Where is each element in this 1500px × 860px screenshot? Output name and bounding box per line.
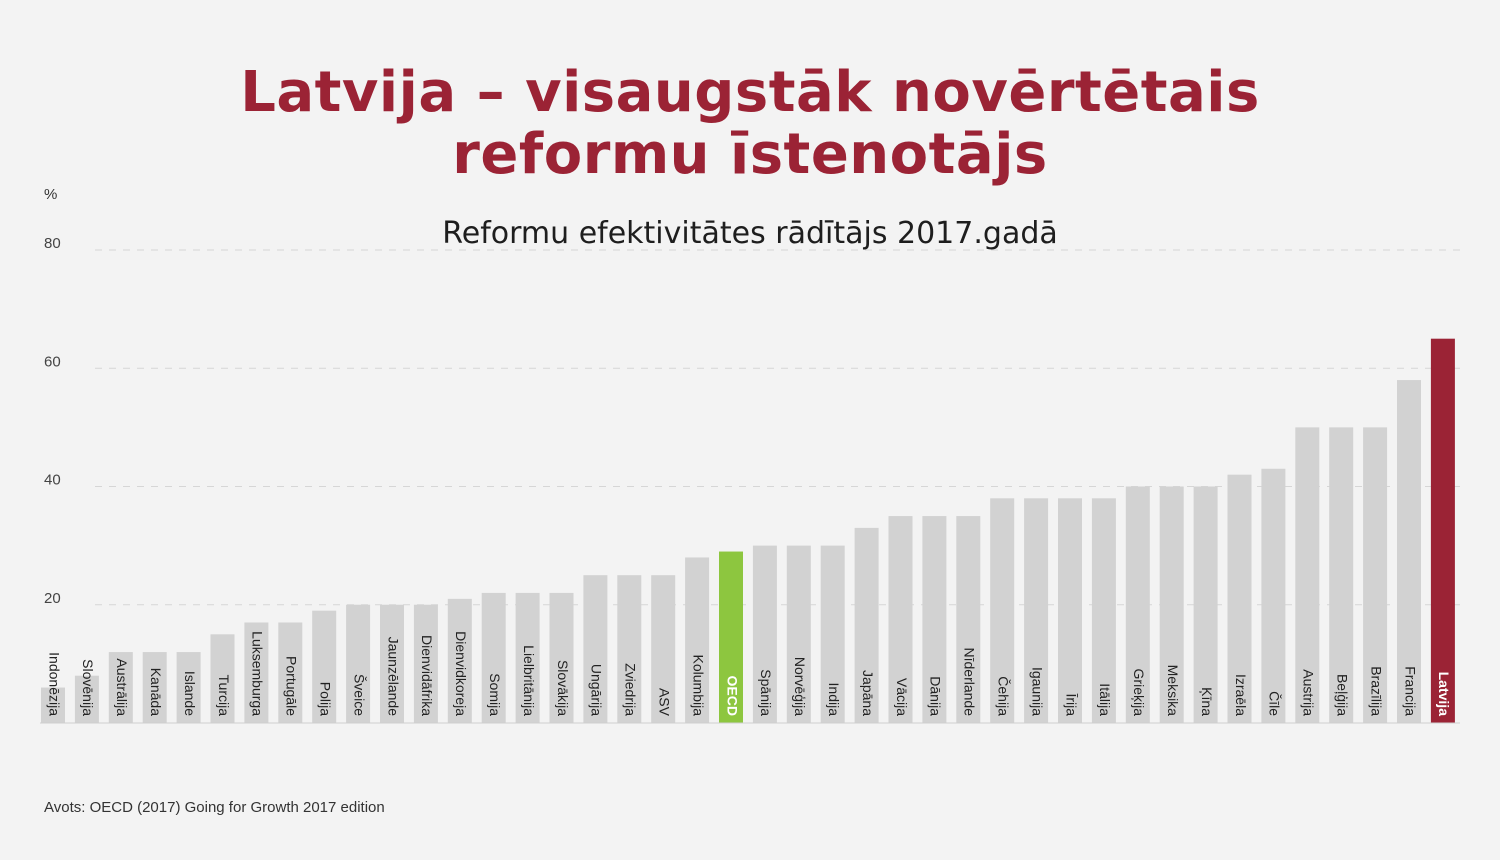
bar-country — [888, 516, 913, 723]
bar-category-label: Norvēģija — [792, 657, 808, 716]
bar-category-label: Japāna — [860, 670, 876, 716]
bar-country — [990, 498, 1015, 723]
bar-country — [74, 675, 99, 723]
bar-category-label: Brazīlija — [1368, 666, 1384, 716]
bar-country — [617, 575, 642, 723]
page-title: Latvija – visaugstāk novērtētais reformu… — [0, 62, 1500, 186]
bar-category-label: OECD — [724, 676, 740, 716]
bar-category-label: Zviedrija — [623, 663, 639, 716]
bar-country — [1329, 427, 1354, 723]
bar-country — [108, 652, 133, 723]
bar-country — [447, 598, 472, 723]
bar-country — [583, 575, 608, 723]
bar-category-label: Dienvidkoreja — [453, 631, 469, 716]
page-title-line-1: Latvija – visaugstāk novērtētais — [240, 60, 1260, 125]
bar-country — [515, 592, 540, 723]
bar-category-label: Indonēzija — [46, 652, 62, 716]
bar-category-label: Spānija — [758, 669, 774, 716]
bar-country — [956, 516, 981, 723]
bar-country — [142, 652, 167, 723]
bar-country — [549, 592, 574, 723]
bar-country — [278, 622, 303, 723]
page-title-line-2: reformu īstenotājs — [452, 122, 1048, 187]
bar-category-label: Slovākija — [555, 660, 571, 716]
bar-country — [1058, 498, 1082, 723]
bar-country — [685, 557, 710, 723]
bar-category-label: Kolumbija — [690, 655, 706, 717]
bar-category-label: Īrija — [1063, 693, 1079, 716]
bar-country — [1024, 498, 1049, 723]
bar-country — [786, 545, 811, 723]
bar-category-label: ASV — [656, 688, 672, 717]
bar-category-label: Indija — [826, 683, 842, 717]
bar-country — [752, 545, 777, 723]
bar-country — [41, 687, 65, 723]
bar-category-label: Islande — [182, 671, 198, 716]
bar-country — [312, 610, 337, 723]
bar-category-label: Ungārija — [589, 664, 605, 716]
bar-category-label: Jaunzēlande — [385, 637, 401, 717]
bar-category-label: Latvija — [1436, 672, 1452, 717]
y-axis-unit-label: % — [44, 186, 58, 203]
bar-country — [1125, 486, 1150, 723]
bar-country — [1261, 468, 1286, 723]
source-note: Avots: OECD (2017) Going for Growth 2017… — [44, 799, 385, 816]
y-tick-label: 60 — [44, 353, 61, 370]
bar-country — [651, 575, 676, 723]
bar-category-label: Izraēla — [1233, 674, 1249, 716]
bar-category-label: Austrija — [1301, 669, 1317, 716]
bar-category-label: Šveice — [351, 674, 367, 716]
bar-country — [820, 545, 845, 723]
bar-category-label: Meksika — [1165, 665, 1181, 717]
bar-country — [176, 652, 201, 723]
bar-category-label: Ķīna — [1199, 687, 1215, 716]
bar-category-label: Igaunija — [1029, 667, 1045, 716]
bar-category-label: Slovēnija — [80, 659, 96, 716]
bar-country — [1295, 427, 1320, 723]
bar-category-label: Čehija — [995, 676, 1011, 716]
bar-category-label: Dienvidāfrika — [419, 635, 435, 716]
bar-country — [1363, 427, 1388, 723]
bar-country — [481, 592, 506, 723]
bar-country — [413, 604, 438, 723]
bar-category-label: Turcija — [216, 675, 232, 717]
bar-country — [210, 634, 235, 723]
bar-category-label: Čīle — [1267, 691, 1283, 716]
bar-category-label: Luksemburga — [250, 631, 266, 716]
bar-category-label: Somija — [487, 673, 503, 716]
bar-category-label: Lielbritānija — [521, 645, 537, 716]
bar-category-label: Kanāda — [148, 668, 164, 716]
bar-country — [1091, 498, 1116, 723]
bar-category-label: Nīderlande — [962, 647, 978, 716]
bar-country — [380, 604, 404, 723]
bar-category-label: Francija — [1402, 666, 1418, 716]
bar-country — [346, 604, 371, 723]
bar-category-label: Portugāle — [284, 656, 300, 716]
bar-country — [244, 622, 269, 723]
bar-category-label: Itālija — [1097, 683, 1113, 716]
bar-category-label: Austrālija — [114, 658, 130, 716]
bar-category-label: Grieķija — [1131, 669, 1147, 717]
bar-country — [1193, 486, 1218, 723]
chart-title: Reformu efektivitātes rādītājs 2017.gadā — [442, 216, 1058, 251]
bar-country — [854, 527, 879, 723]
y-tick-label: 80 — [44, 235, 61, 252]
bar-country — [1430, 338, 1455, 723]
bar-oecd — [719, 551, 743, 723]
bar-country — [1227, 474, 1252, 723]
bar-country — [1159, 486, 1184, 723]
bar-category-label: Beļģija — [1334, 674, 1350, 716]
bar-country — [922, 516, 947, 723]
y-tick-label: 20 — [44, 590, 61, 607]
bar-category-label: Vācija — [894, 678, 910, 716]
bar-category-label: Polija — [317, 682, 333, 716]
bar-category-label: Dānija — [928, 676, 944, 716]
y-tick-label: 40 — [44, 472, 61, 489]
bar-country — [1397, 380, 1421, 723]
